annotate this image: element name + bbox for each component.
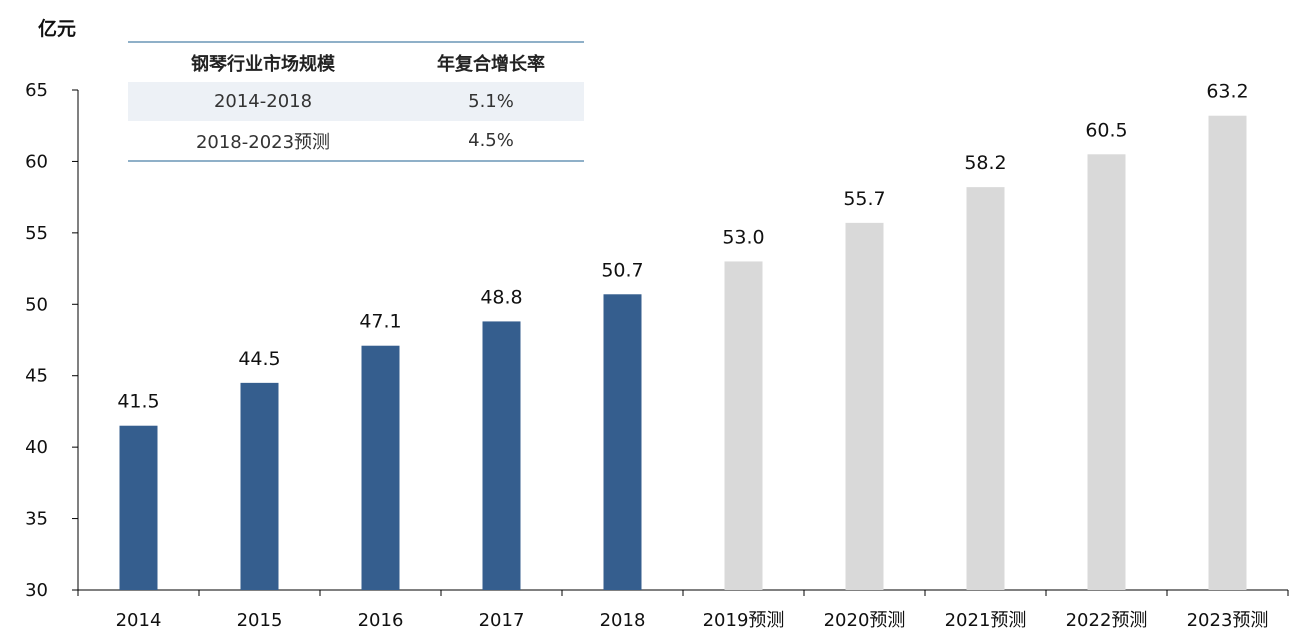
cagr-header-growth-rate: 年复合增长率 (398, 41, 584, 82)
actual-bar (119, 425, 158, 590)
value-label: 41.5 (117, 391, 159, 413)
actual-bar (240, 382, 279, 590)
cagr-header-market-size: 钢琴行业市场规模 (128, 41, 398, 82)
value-label: 63.2 (1206, 81, 1248, 103)
cagr-table: 钢琴行业市场规模 年复合增长率 2014-2018 5.1% 2018-2023… (128, 41, 584, 162)
actual-bar (603, 294, 642, 590)
cagr-row: 2014-2018 5.1% (128, 82, 584, 121)
forecast-bar (966, 187, 1005, 590)
x-tick-label: 2021预测 (945, 610, 1027, 631)
value-label: 50.7 (601, 259, 643, 281)
data-labels: 41.5 44.5 47.1 48.8 50.7 53.0 55.7 58.2 60.5 63.2 (117, 81, 1248, 413)
x-tick-label: 2016 (358, 610, 404, 631)
x-tick-label: 2018 (600, 610, 646, 631)
cagr-row: 2018-2023预测 4.5% (128, 121, 584, 162)
value-label: 53.0 (722, 226, 764, 248)
forecast-bar (1208, 115, 1247, 590)
y-tick-label: 55 (25, 223, 48, 244)
x-tick-label: 2015 (237, 610, 283, 631)
y-tick-label: 50 (25, 294, 48, 315)
y-tick-label: 35 (25, 509, 48, 530)
x-tick-label: 2014 (116, 610, 162, 631)
forecast-bar (724, 261, 763, 590)
y-tick-label: 65 (25, 80, 48, 101)
y-axis: 30 35 40 45 50 55 60 65 (25, 80, 79, 601)
forecast-bar (1087, 154, 1126, 591)
y-axis-unit-label: 亿元 (38, 18, 77, 40)
forecast-bar (845, 222, 884, 590)
y-tick-label: 40 (25, 437, 48, 458)
cagr-rate: 4.5% (398, 121, 584, 162)
value-label: 44.5 (238, 348, 280, 370)
cagr-rate: 5.1% (398, 82, 584, 121)
value-label: 47.1 (359, 311, 401, 333)
y-tick-label: 45 (25, 366, 48, 387)
cagr-period: 2018-2023预测 (128, 121, 398, 162)
y-tick-label: 30 (25, 580, 48, 601)
x-tick-label: 2022预测 (1066, 610, 1148, 631)
y-tick-label: 60 (25, 151, 48, 172)
cagr-table-header: 钢琴行业市场规模 年复合增长率 (128, 41, 584, 82)
actual-bar (361, 345, 400, 590)
x-tick-label: 2017 (479, 610, 525, 631)
value-label: 55.7 (843, 188, 885, 210)
x-axis: 2014 2015 2016 2017 2018 2019预测 2020预测 2021预测 20… (77, 589, 1289, 631)
value-label: 60.5 (1085, 119, 1127, 141)
bars (119, 115, 1247, 591)
x-tick-label: 2023预测 (1187, 610, 1269, 631)
cagr-period: 2014-2018 (128, 82, 398, 121)
x-tick-label: 2019预测 (703, 610, 785, 631)
value-label: 48.8 (480, 286, 522, 308)
actual-bar (482, 321, 521, 590)
x-tick-label: 2020预测 (824, 610, 906, 631)
value-label: 58.2 (964, 152, 1006, 174)
